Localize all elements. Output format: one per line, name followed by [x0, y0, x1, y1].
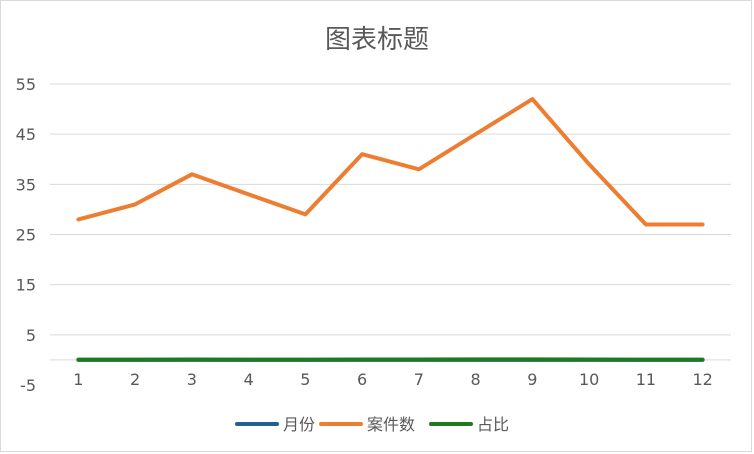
- y-tick-label: -5: [20, 376, 36, 395]
- x-tick-label: 5: [300, 370, 310, 389]
- legend-item: 月份: [235, 415, 315, 434]
- y-tick-label: 35: [16, 175, 36, 194]
- x-tick-label: 12: [692, 370, 712, 389]
- legend: 月份 案件数 占比: [235, 415, 509, 434]
- y-tick-label: 55: [16, 75, 36, 94]
- legend-item: 占比: [429, 415, 509, 434]
- legend-label: 占比: [477, 415, 509, 434]
- chart-title: 图表标题: [325, 25, 429, 55]
- x-tick-label: 1: [73, 370, 83, 389]
- y-tick-label: 25: [16, 226, 36, 245]
- x-tick-label: 11: [636, 370, 656, 389]
- x-axis-tick-labels: 1 2 3 4 5 6 7 8 9 10 11 12: [73, 370, 713, 389]
- gridlines: [50, 83, 731, 361]
- x-tick-label: 4: [244, 370, 254, 389]
- y-axis-tick-labels: -5 5 15 25 35 45 55: [16, 75, 36, 395]
- legend-label: 案件数: [367, 415, 415, 434]
- x-tick-label: 9: [527, 370, 537, 389]
- y-tick-label: 45: [16, 125, 36, 144]
- series-lines: [76, 97, 705, 362]
- x-tick-label: 2: [130, 370, 140, 389]
- x-tick-label: 8: [471, 370, 481, 389]
- x-tick-label: 6: [357, 370, 367, 389]
- y-tick-label: 15: [16, 276, 36, 295]
- series-line: [76, 97, 705, 227]
- legend-label: 月份: [283, 415, 315, 434]
- x-tick-label: 3: [187, 370, 197, 389]
- y-tick-label: 5: [26, 326, 36, 345]
- x-tick-label: 10: [579, 370, 599, 389]
- x-tick-label: 7: [414, 370, 424, 389]
- legend-item: 案件数: [319, 415, 415, 434]
